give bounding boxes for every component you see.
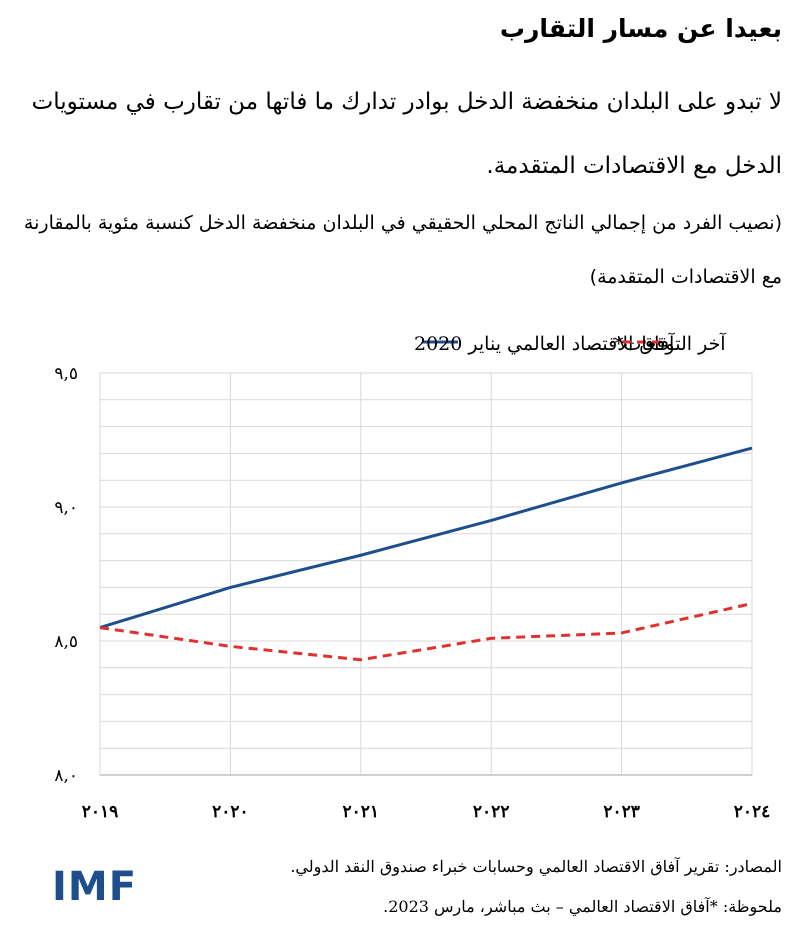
footnote: ملحوظة: *آفاق الاقتصاد العالمي – بث مباش…	[383, 897, 782, 916]
y-tick-label: ٨,٥	[54, 632, 78, 652]
chart-subtitle: لا تبدو على البلدان منخفضة الدخل بوادر ت…	[31, 89, 782, 179]
line-chart: ٨,٠ ٨,٥ ٩,٠ ٩,٥ ٢٠١٩ ٢٠٢٠ ٢٠٢١ ٢٠٢٢ ٢٠٢٣ ٢٠٢٤ آفاق…	[54, 332, 771, 822]
x-tick-label: ٢٠٢٤	[734, 802, 771, 822]
series-line-weo-jan-2020	[99, 446, 753, 630]
imf-logo: IMF	[52, 864, 138, 910]
y-tick-label: ٨,٠	[54, 766, 78, 786]
y-tick-label: ٩,٥	[54, 364, 78, 384]
legend-label-latest-forecast: آخر التوقعات*	[614, 332, 726, 355]
y-tick-label: ٩,٠	[54, 498, 78, 518]
series-line-latest-forecast	[99, 602, 753, 662]
chart-title: بعيدا عن مسار التقارب	[499, 14, 782, 43]
x-tick-label: ٢٠٢١	[343, 802, 380, 822]
x-tick-label: ٢٠١٩	[82, 802, 119, 822]
x-tick-label: ٢٠٢٣	[603, 802, 640, 822]
legend-label-weo-jan-2020: آفاق الاقتصاد العالمي يناير 2020	[414, 332, 675, 355]
x-tick-label: ٢٠٢٢	[473, 802, 510, 822]
chart-caption: (نصيب الفرد من إجمالي الناتج المحلي الحق…	[23, 212, 782, 288]
sources-note: المصادر: تقرير آفاق الاقتصاد العالمي وحس…	[290, 857, 782, 876]
x-tick-label: ٢٠٢٠	[212, 802, 249, 822]
